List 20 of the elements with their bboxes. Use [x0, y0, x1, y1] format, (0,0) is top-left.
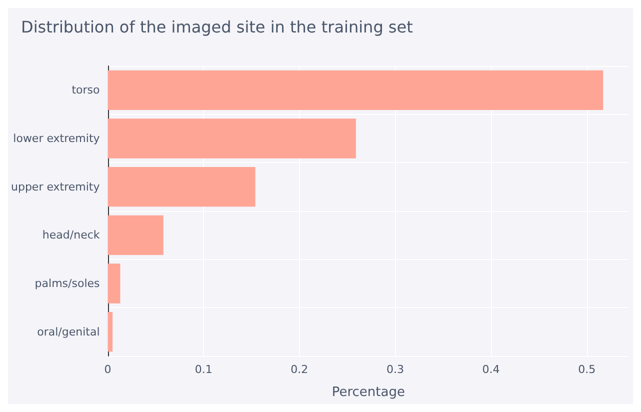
- y-tick-label: lower extremity: [13, 132, 100, 145]
- bar: [108, 70, 604, 110]
- x-tick-label: 0.4: [482, 363, 500, 376]
- bar: [108, 167, 256, 207]
- bar: [108, 118, 356, 158]
- y-tick-label: palms/soles: [34, 277, 100, 290]
- x-tick-label: 0.2: [290, 363, 308, 376]
- x-tick-label: 0: [104, 363, 112, 376]
- x-axis-title: Percentage: [332, 385, 405, 400]
- y-tick-label: head/neck: [42, 228, 100, 242]
- x-tick-label: 0.5: [578, 363, 596, 376]
- y-tick-label: oral/genital: [37, 325, 100, 338]
- x-tick-label: 0.3: [386, 363, 404, 376]
- y-tick-label: upper extremity: [10, 180, 100, 194]
- chart-title: Distribution of the imaged site in the training set: [21, 18, 413, 36]
- bar: [108, 312, 113, 352]
- x-tick-label: 0.1: [194, 363, 212, 376]
- bar: [108, 215, 164, 255]
- bar: [108, 264, 120, 304]
- y-tick-label: torso: [72, 84, 100, 97]
